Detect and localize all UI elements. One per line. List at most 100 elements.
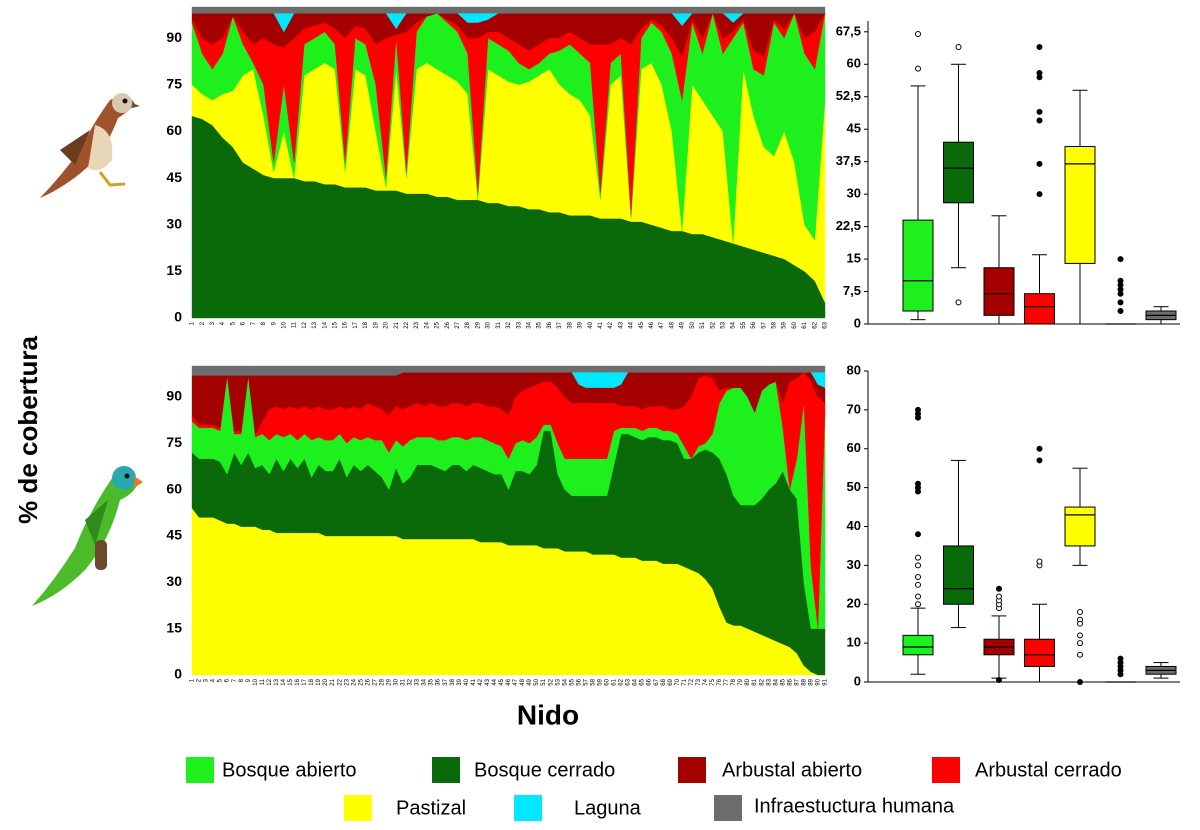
x-tick-label: 18 xyxy=(309,678,315,685)
x-tick-label: 11 xyxy=(292,321,298,328)
x-tick-label: 5 xyxy=(230,321,236,325)
extreme xyxy=(1118,656,1123,661)
outlier xyxy=(916,575,921,580)
x-tick-label: 48 xyxy=(669,321,675,328)
extreme xyxy=(1037,446,1042,451)
extreme xyxy=(1037,458,1042,463)
outlier xyxy=(1078,610,1083,615)
x-tick-label: 23 xyxy=(344,678,350,685)
x-tick-label: 36 xyxy=(436,678,442,685)
x-tick-label: 53 xyxy=(720,321,726,328)
x-tick-label: 15 xyxy=(333,321,339,328)
box xyxy=(903,635,933,654)
x-tick-label: 13 xyxy=(312,321,318,328)
x-tick-label: 12 xyxy=(267,678,273,685)
legend-label: Bosque abierto xyxy=(222,759,357,781)
x-tick-label: 21 xyxy=(394,321,400,328)
x-tick-label: 28 xyxy=(465,321,471,328)
x-tick-label: 59 xyxy=(598,678,604,685)
x-tick-label: 8 xyxy=(239,678,245,682)
x-tick-label: 56 xyxy=(576,678,582,685)
x-tick-label: 21 xyxy=(330,678,336,685)
x-tick-label: 11 xyxy=(260,678,266,685)
x-tick-label: 77 xyxy=(724,678,730,685)
x-tick-label: 63 xyxy=(823,321,829,328)
x-tick-label: 47 xyxy=(659,321,665,328)
x-tick-label: 28 xyxy=(379,678,385,685)
box xyxy=(944,546,974,604)
y-tick-label: 0 xyxy=(174,666,182,682)
x-tick-label: 83 xyxy=(766,678,772,685)
x-tick-label: 58 xyxy=(590,678,596,685)
x-tick-label: 30 xyxy=(486,321,492,328)
x-tick-label: 76 xyxy=(717,678,723,685)
x-tick-label: 79 xyxy=(738,678,744,685)
x-tick-label: 49 xyxy=(527,678,533,685)
extreme xyxy=(916,407,921,412)
x-tick-label: 7 xyxy=(232,678,238,682)
x-tick-label: 41 xyxy=(598,321,604,328)
x-tick-label: 56 xyxy=(751,321,757,328)
y-tick-label: 7,5 xyxy=(843,283,861,298)
x-tick-label: 65 xyxy=(640,678,646,685)
x-tick-label: 26 xyxy=(365,678,371,685)
x-tick-label: 86 xyxy=(787,678,793,685)
x-tick-label: 68 xyxy=(661,678,667,685)
x-tick-label: 5 xyxy=(218,678,224,682)
y-tick-label: 52,5 xyxy=(836,88,861,103)
legend-label: Infraestuctura humana xyxy=(754,795,955,817)
extreme xyxy=(1118,257,1123,262)
x-tick-label: 90 xyxy=(816,678,822,685)
x-tick-label: 35 xyxy=(429,678,435,685)
x-tick-label: 14 xyxy=(281,678,287,685)
x-tick-label: 64 xyxy=(633,678,639,685)
x-tick-label: 32 xyxy=(506,321,512,328)
y-tick-label: 80 xyxy=(847,362,861,377)
extreme xyxy=(1118,309,1123,314)
x-tick-label: 72 xyxy=(689,678,695,685)
x-tick-label: 43 xyxy=(485,678,491,685)
x-tick-label: 51 xyxy=(700,321,706,328)
extreme xyxy=(1118,300,1123,305)
x-tick-label: 82 xyxy=(759,678,765,685)
x-tick-label: 24 xyxy=(351,678,357,685)
extreme xyxy=(1078,680,1083,685)
extreme xyxy=(1037,44,1042,49)
x-tick-label: 38 xyxy=(450,678,456,685)
x-tick-label: 61 xyxy=(802,321,808,328)
box xyxy=(1065,507,1095,546)
y-tick-label: 30 xyxy=(847,186,861,201)
y-tick-label: 75 xyxy=(166,434,182,450)
outlier xyxy=(916,555,921,560)
x-tick-label: 20 xyxy=(323,678,329,685)
legend-swatch xyxy=(714,795,742,821)
x-tick-label: 26 xyxy=(445,321,451,328)
extreme xyxy=(997,586,1002,591)
outlier xyxy=(916,31,921,36)
x-tick-label: 31 xyxy=(496,321,502,328)
x-tick-label: 13 xyxy=(274,678,280,685)
outlier xyxy=(1037,559,1042,564)
x-tick-label: 51 xyxy=(541,678,547,685)
x-tick-label: 81 xyxy=(752,678,758,685)
x-tick-label: 7 xyxy=(251,321,257,325)
extreme xyxy=(1037,109,1042,114)
x-tick-label: 48 xyxy=(520,678,526,685)
x-tick-label: 53 xyxy=(555,678,561,685)
x-tick-label: 1 xyxy=(190,678,196,682)
x-tick-label: 89 xyxy=(809,678,815,685)
x-tick-label: 44 xyxy=(629,321,635,328)
x-tick-label: 22 xyxy=(337,678,343,685)
legend-label: Bosque cerrado xyxy=(474,759,615,781)
y-tick-label: 67,5 xyxy=(836,23,861,38)
x-tick-label: 50 xyxy=(690,321,696,328)
y-tick-label: 45 xyxy=(847,121,861,136)
x-tick-label: 20 xyxy=(384,321,390,328)
x-tick-label: 62 xyxy=(812,321,818,328)
y-tick-label: 90 xyxy=(166,29,182,45)
x-tick-label: 61 xyxy=(612,678,618,685)
x-tick-label: 74 xyxy=(703,678,709,685)
x-tick-label: 52 xyxy=(710,321,716,328)
x-tick-label: 78 xyxy=(731,678,737,685)
